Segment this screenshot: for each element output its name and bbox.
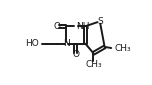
- Text: O: O: [72, 50, 79, 59]
- Text: CH₃: CH₃: [115, 44, 131, 53]
- Text: N: N: [63, 39, 70, 48]
- Text: O: O: [53, 22, 60, 31]
- Text: CH₃: CH₃: [85, 60, 102, 69]
- Text: NH: NH: [76, 22, 90, 31]
- Text: S: S: [97, 17, 103, 26]
- Text: HO: HO: [25, 39, 39, 48]
